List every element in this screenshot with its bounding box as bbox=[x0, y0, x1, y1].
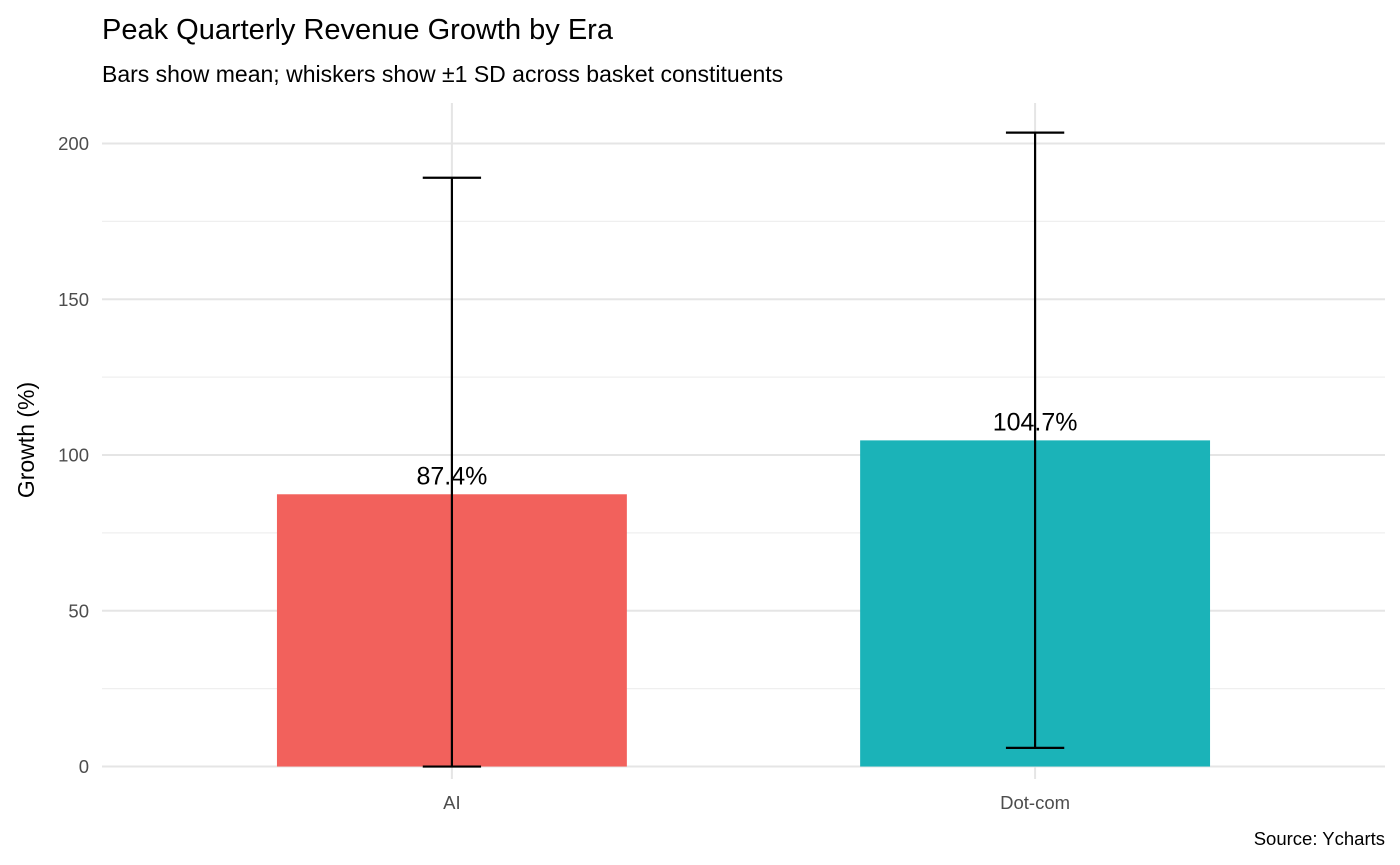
y-tick-label: 100 bbox=[58, 445, 89, 466]
x-tick-label: AI bbox=[443, 792, 460, 813]
y-tick-label: 200 bbox=[58, 133, 89, 154]
y-tick-label: 0 bbox=[79, 756, 89, 777]
bar-value-label: 87.4% bbox=[416, 462, 487, 490]
chart-title: Peak Quarterly Revenue Growth by Era bbox=[102, 14, 614, 46]
x-tick-label: Dot-com bbox=[1000, 792, 1070, 813]
y-axis-label: Growth (%) bbox=[13, 382, 39, 498]
chart-subtitle: Bars show mean; whiskers show ±1 SD acro… bbox=[102, 61, 783, 87]
y-tick-label: 150 bbox=[58, 289, 89, 310]
y-tick-label: 50 bbox=[68, 600, 89, 621]
bar-value-label: 104.7% bbox=[993, 408, 1078, 436]
chart-caption: Source: Ycharts bbox=[1254, 828, 1385, 849]
x-axis-ticks: AI Dot-com bbox=[443, 792, 1070, 813]
error-bars bbox=[422, 131, 1065, 768]
value-labels: 87.4% 104.7% bbox=[416, 408, 1077, 490]
error-bar-dot-com bbox=[1005, 131, 1065, 749]
y-axis-ticks: 0 50 100 150 200 bbox=[58, 133, 89, 777]
error-bar-ai bbox=[422, 176, 482, 768]
